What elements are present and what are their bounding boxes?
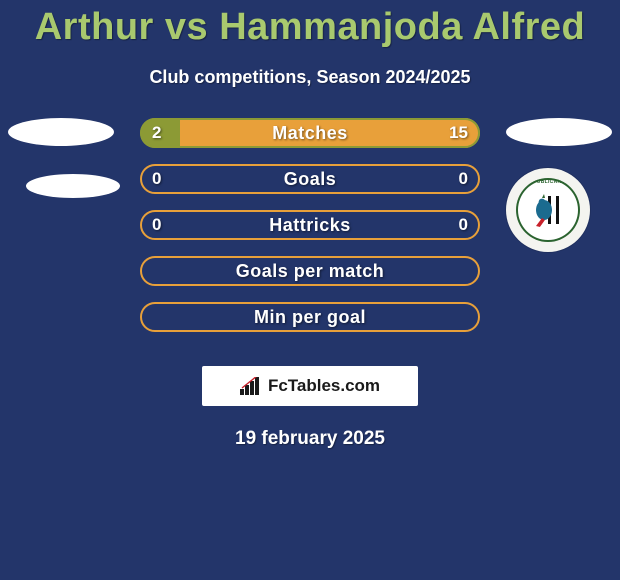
player-avatar-placeholder-icon: [8, 118, 114, 146]
stat-label: Min per goal: [140, 302, 480, 332]
comparison-bars: 215Matches 00Goals 00Hattricks Goals per ma…: [140, 118, 480, 348]
page-subtitle: Club competitions, Season 2024/2025: [0, 67, 620, 88]
stat-label: Hattricks: [140, 210, 480, 240]
player-avatar-placeholder-icon: [506, 118, 612, 146]
peacock-icon: [532, 190, 564, 230]
stat-label: Goals: [140, 164, 480, 194]
stat-label: Matches: [140, 118, 480, 148]
watermark: FcTables.com: [202, 366, 418, 406]
stat-row: Goals per match: [140, 256, 480, 286]
page-title: Arthur vs Hammanjoda Alfred: [0, 0, 620, 49]
club-crest-text: REPUBLICAN FC: [516, 179, 580, 185]
stat-row: 00Hattricks: [140, 210, 480, 240]
club-badge-placeholder-icon: [26, 174, 120, 198]
watermark-text: FcTables.com: [268, 376, 380, 396]
left-player-badges: [8, 118, 120, 198]
date-label: 19 february 2025: [0, 428, 620, 450]
stat-row: 00Goals: [140, 164, 480, 194]
stat-row: Min per goal: [140, 302, 480, 332]
bar-chart-icon: [240, 377, 262, 395]
stat-row: 215Matches: [140, 118, 480, 148]
stat-label: Goals per match: [140, 256, 480, 286]
right-player-badges: REPUBLICAN FC: [506, 118, 612, 252]
club-crest-icon: REPUBLICAN FC: [506, 168, 590, 252]
